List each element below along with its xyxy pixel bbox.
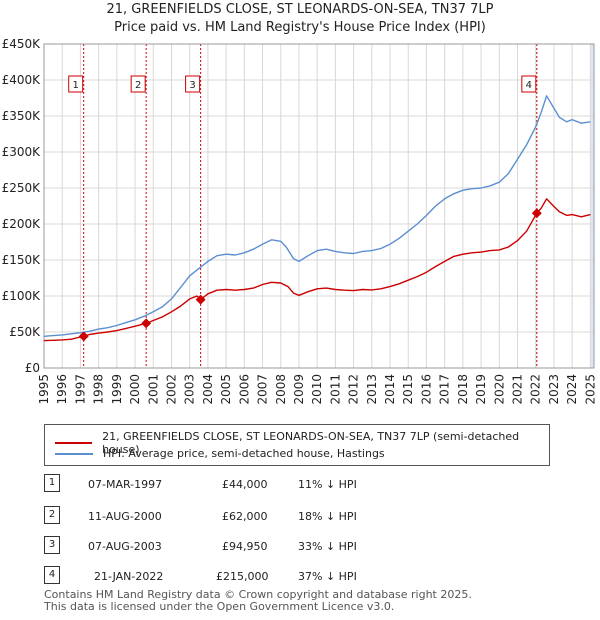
x-tick-label: 1998 [92, 374, 106, 405]
sale-date: 11-AUG-2000 [88, 510, 162, 523]
x-tick-label: 2004 [201, 374, 215, 405]
x-tick-label: 2022 [529, 374, 543, 405]
sale-label-number: 3 [189, 80, 195, 91]
sale-label-box [68, 75, 84, 93]
x-tick-label: 2010 [310, 374, 324, 405]
y-tick-label: £0 [25, 361, 40, 375]
x-tick-label: 1999 [110, 374, 124, 405]
x-tick-label: 2007 [256, 374, 270, 405]
sale-label-number: 2 [135, 80, 141, 91]
x-tick-label: 2019 [474, 374, 488, 405]
forecast-shading [590, 44, 594, 368]
sale-row: 2 11-AUG-2000 £62,000 18% ↓ HPI [44, 506, 464, 526]
x-tick-label: 1996 [55, 374, 69, 405]
y-tick-label: £350K [2, 109, 42, 123]
sale-point-marker [195, 294, 206, 305]
sale-date: 21-JAN-2022 [94, 570, 164, 583]
x-tick-label: 2025 [583, 374, 597, 405]
x-tick-label: 2012 [347, 374, 361, 405]
hpi-series-line [43, 95, 591, 337]
y-tick-label: £450K [2, 37, 42, 51]
sale-hpi-diff: 37% ↓ HPI [298, 570, 357, 583]
property-series-line [43, 198, 591, 342]
sale-price: £215,000 [216, 570, 269, 583]
sale-date: 07-MAR-1997 [88, 478, 163, 491]
sale-number: 1 [44, 474, 60, 492]
x-tick-label: 1997 [73, 374, 87, 405]
footer-copyright: Contains HM Land Registry data © Crown c… [44, 588, 472, 601]
x-tick-label: 2020 [492, 374, 506, 405]
y-tick-label: £250K [2, 181, 42, 195]
sale-label-number: 1 [73, 80, 79, 91]
legend-hpi-label: HPI: Average price, semi-detached house,… [103, 447, 385, 460]
sale-label-box [521, 75, 537, 93]
sale-price: £44,000 [222, 478, 268, 491]
x-tick-label: 2013 [365, 374, 379, 405]
x-tick-label: 2008 [274, 374, 288, 405]
sale-row: 4 21-JAN-2022 £215,000 37% ↓ HPI [44, 566, 464, 586]
sale-point-marker [531, 208, 542, 219]
x-tick-label: 2016 [419, 374, 433, 405]
price-chart: £0 £50K £100K £150K £200K £250K £300K £350K £400… [2, 37, 598, 405]
x-tick-label: 2015 [401, 374, 415, 405]
y-tick-label: £200K [2, 217, 42, 231]
plot-frame [43, 43, 595, 369]
x-tick-label: 2014 [383, 374, 397, 405]
x-tick-label: 2000 [128, 374, 142, 405]
sale-number: 3 [44, 536, 60, 554]
x-tick-label: 2011 [328, 374, 342, 405]
legend: 21, GREENFIELDS CLOSE, ST LEONARDS-ON-SE… [44, 424, 550, 466]
legend-property-label: 21, GREENFIELDS CLOSE, ST LEONARDS-ON-SE… [102, 430, 520, 456]
sale-label-box [185, 75, 201, 93]
legend-property-swatch [55, 442, 93, 444]
x-tick-label: 2001 [146, 374, 160, 405]
x-tick-label: 2002 [164, 374, 178, 405]
y-tick-label: £50K [9, 325, 41, 339]
chart-subtitle: Price paid vs. HM Land Registry's House … [114, 20, 486, 35]
x-tick-label: 1995 [37, 374, 51, 405]
sale-hpi-diff: 18% ↓ HPI [298, 510, 357, 523]
y-tick-label: £150K [2, 253, 42, 267]
sale-row: 1 07-MAR-1997 £44,000 11% ↓ HPI [44, 474, 464, 494]
y-tick-label: £300K [2, 145, 42, 159]
sale-label-box [130, 75, 146, 93]
sale-number: 2 [44, 506, 60, 524]
x-tick-label: 2024 [565, 374, 579, 405]
sale-label-number: 4 [526, 80, 532, 91]
x-tick-label: 2006 [237, 374, 251, 405]
y-tick-label: £400K [2, 73, 42, 87]
legend-hpi-swatch [55, 452, 93, 455]
sale-price: £62,000 [222, 510, 268, 523]
sale-price: £94,950 [222, 540, 268, 553]
x-tick-label: 2009 [292, 374, 306, 405]
chart-title: 21, GREENFIELDS CLOSE, ST LEONARDS-ON-SE… [106, 2, 494, 17]
sale-date: 07-AUG-2003 [88, 540, 162, 553]
sale-number: 4 [44, 566, 60, 584]
y-tick-label: £100K [2, 289, 42, 303]
x-tick-label: 2005 [219, 374, 233, 405]
footer: Contains HM Land Registry data © Crown c… [44, 589, 472, 613]
x-tick-label: 2017 [438, 374, 452, 405]
x-tick-label: 2003 [183, 374, 197, 405]
x-tick-label: 2021 [511, 374, 525, 405]
sale-hpi-diff: 11% ↓ HPI [298, 478, 357, 491]
footer-licence: This data is licensed under the Open Gov… [44, 600, 395, 613]
plot-area [44, 44, 594, 368]
x-tick-label: 2018 [456, 374, 470, 405]
sale-row: 3 07-AUG-2003 £94,950 33% ↓ HPI [44, 536, 464, 556]
x-tick-label: 2023 [547, 374, 561, 405]
sale-hpi-diff: 33% ↓ HPI [298, 540, 357, 553]
sale-point-marker [141, 318, 152, 329]
